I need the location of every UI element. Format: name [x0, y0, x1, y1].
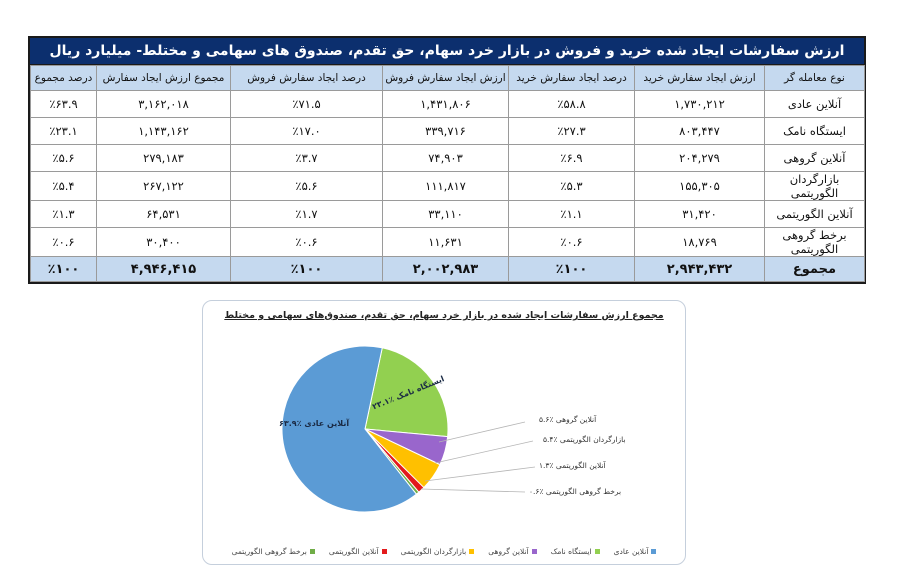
chart-title: مجموع ارزش سفارشات ایجاد شده در بازار خر… — [224, 310, 664, 321]
cell-total-buy-percent: ٪۱۰۰ — [508, 256, 635, 282]
cell-total-percent: ٪۰.۶ — [30, 227, 97, 257]
cell-buy-value: ۱۸,۷۶۹ — [634, 227, 765, 257]
header-sell-value: ارزش ایجاد سفارش فروش — [382, 65, 509, 91]
legend-item: ایستگاه نامک — [551, 547, 600, 556]
cell-buy-value: ۸۰۳,۴۴۷ — [634, 117, 765, 145]
cell-total-value: ۳,۱۶۲,۰۱۸ — [96, 90, 231, 118]
legend-swatch-icon — [651, 549, 657, 554]
leader-line — [424, 466, 536, 482]
cell-buy-percent: ٪۵.۳ — [508, 171, 635, 201]
cell-total-value: ۲۶۷,۱۲۲ — [96, 171, 231, 201]
pie-slice — [364, 347, 449, 438]
legend-item: آنلاین گروهی — [488, 547, 537, 556]
legend-item: آنلاین الگوریتمی — [329, 547, 387, 556]
callout-online-algo: آنلاین الگوریتمی ٪۱.۳ — [539, 461, 606, 470]
cell-grand-total-value: ۴,۹۴۶,۴۱۵ — [96, 256, 231, 282]
cell-total-value: ۱,۱۴۳,۱۶۲ — [96, 117, 231, 145]
cell-buy-percent: ٪۲۷.۳ — [508, 117, 635, 145]
legend-item: بازارگردان الگوریتمی — [401, 547, 475, 556]
callout-online-group: آنلاین گروهی ٪۵.۶ — [539, 415, 597, 424]
cell-total-percent: ٪۲۳.۱ — [30, 117, 97, 145]
cell-sell-value: ۱,۴۳۱,۸۰۶ — [382, 90, 509, 118]
cell-sell-percent: ٪۱.۷ — [230, 200, 383, 228]
cell-buy-value: ۲۰۴,۲۷۹ — [634, 144, 765, 172]
cell-sell-percent: ٪۵.۶ — [230, 171, 383, 201]
total-row: مجموع ۲,۹۴۳,۴۳۲ ٪۱۰۰ ۲,۰۰۲,۹۸۳ ٪۱۰۰ ۴,۹۴… — [30, 256, 865, 282]
cell-total-percent: ٪۵.۴ — [30, 171, 97, 201]
legend-swatch-icon — [309, 549, 315, 554]
cell-sell-value: ۳۳۹,۷۱۶ — [382, 117, 509, 145]
chart-legend: آنلاین عادی ایستگاه نامک آنلاین گروهی با… — [203, 547, 685, 556]
header-trader-type: نوع معامله گر — [764, 65, 865, 91]
header-buy-value: ارزش ایجاد سفارش خرید — [634, 65, 765, 91]
cell-buy-value: ۱,۷۳۰,۲۱۲ — [634, 90, 765, 118]
cell-sell-percent: ٪۰.۶ — [230, 227, 383, 257]
header-buy-percent: درصد ایجاد سفارش خرید — [508, 65, 635, 91]
cell-buy-value: ۱۵۵,۳۰۵ — [634, 171, 765, 201]
table-title: ارزش سفارشات ایجاد شده خرید و فروش در با… — [30, 38, 864, 65]
cell-trader-type: آنلاین الگوریتمی — [764, 200, 865, 228]
legend-swatch-icon — [594, 549, 600, 554]
legend-item: برخط گروهی الگوریتمی — [232, 547, 315, 556]
cell-grand-total-percent: ٪۱۰۰ — [30, 256, 97, 282]
cell-buy-percent: ٪۶.۹ — [508, 144, 635, 172]
table-row: آنلاین الگوریتمی ۳۱,۴۲۰ ٪۱.۱ ۳۳,۱۱۰ ٪۱.۷… — [30, 200, 865, 228]
cell-sell-value: ۳۳,۱۱۰ — [382, 200, 509, 228]
callout-group-algo: برخط گروهی الگوریتمی ٪۰.۶ — [529, 487, 622, 496]
cell-buy-value: ۳۱,۴۲۰ — [634, 200, 765, 228]
table-row: آنلاین عادی ۱,۷۳۰,۲۱۲ ٪۵۸.۸ ۱,۴۳۱,۸۰۶ ٪۷… — [30, 90, 865, 118]
cell-sell-percent: ٪۳.۷ — [230, 144, 383, 172]
cell-trader-type: بازارگردان الگوریتمی — [764, 171, 865, 201]
legend-item: آنلاین عادی — [614, 547, 657, 556]
table-row: بازارگردان الگوریتمی ۱۵۵,۳۰۵ ٪۵.۳ ۱۱۱,۸۱… — [30, 171, 865, 201]
header-total-value: مجموع ارزش ایجاد سفارش — [96, 65, 231, 91]
data-table: نوع معامله گر ارزش ایجاد سفارش خرید درصد… — [30, 65, 865, 282]
cell-total-percent: ٪۱.۳ — [30, 200, 97, 228]
cell-total-sell-percent: ٪۱۰۰ — [230, 256, 383, 282]
cell-sell-percent: ٪۱۷.۰ — [230, 117, 383, 145]
cell-trader-type: برخط گروهی الگوریتمی — [764, 227, 865, 257]
cell-buy-percent: ٪۰.۶ — [508, 227, 635, 257]
pie-chart-panel: مجموع ارزش سفارشات ایجاد شده در بازار خر… — [202, 300, 686, 565]
cell-buy-percent: ٪۱.۱ — [508, 200, 635, 228]
legend-swatch-icon — [469, 549, 475, 554]
cell-trader-type: ایستگاه نامک — [764, 117, 865, 145]
cell-buy-percent: ٪۵۸.۸ — [508, 90, 635, 118]
cell-total-value: ۳۰,۴۰۰ — [96, 227, 231, 257]
cell-sell-value: ۱۱۱,۸۱۷ — [382, 171, 509, 201]
cell-sell-percent: ٪۷۱.۵ — [230, 90, 383, 118]
cell-total-label: مجموع — [764, 256, 865, 282]
order-value-table: ارزش سفارشات ایجاد شده خرید و فروش در با… — [28, 36, 866, 284]
pie-slice — [281, 345, 418, 513]
cell-total-buy-value: ۲,۹۴۳,۴۳۲ — [634, 256, 765, 282]
header-row: نوع معامله گر ارزش ایجاد سفارش خرید درصد… — [30, 65, 865, 91]
cell-total-percent: ٪۶۳.۹ — [30, 90, 97, 118]
cell-total-value: ۲۷۹,۱۸۳ — [96, 144, 231, 172]
cell-trader-type: آنلاین گروهی — [764, 144, 865, 172]
table-row: ایستگاه نامک ۸۰۳,۴۴۷ ٪۲۷.۳ ۳۳۹,۷۱۶ ٪۱۷.۰… — [30, 117, 865, 145]
pie-chart — [281, 345, 536, 513]
cell-sell-value: ۱۱,۶۳۱ — [382, 227, 509, 257]
callout-market-maker-algo: بازارگردان الگوریتمی ٪۵.۴ — [543, 435, 626, 444]
cell-total-sell-value: ۲,۰۰۲,۹۸۳ — [382, 256, 509, 282]
legend-swatch-icon — [531, 549, 537, 554]
leader-line — [420, 488, 526, 493]
cell-total-percent: ٪۵.۶ — [30, 144, 97, 172]
label-online-normal: آنلاین عادی ٪۶۳.۹ — [279, 419, 350, 428]
legend-swatch-icon — [381, 549, 387, 554]
table-row: برخط گروهی الگوریتمی ۱۸,۷۶۹ ٪۰.۶ ۱۱,۶۳۱ … — [30, 227, 865, 257]
table-row: آنلاین گروهی ۲۰۴,۲۷۹ ٪۶.۹ ۷۴,۹۰۳ ٪۳.۷ ۲۷… — [30, 144, 865, 172]
cell-total-value: ۶۴,۵۳۱ — [96, 200, 231, 228]
leader-line — [434, 440, 534, 464]
header-total-percent: درصد مجموع — [30, 65, 97, 91]
cell-trader-type: آنلاین عادی — [764, 90, 865, 118]
header-sell-percent: درصد ایجاد سفارش فروش — [230, 65, 383, 91]
cell-sell-value: ۷۴,۹۰۳ — [382, 144, 509, 172]
leader-line — [438, 421, 526, 443]
